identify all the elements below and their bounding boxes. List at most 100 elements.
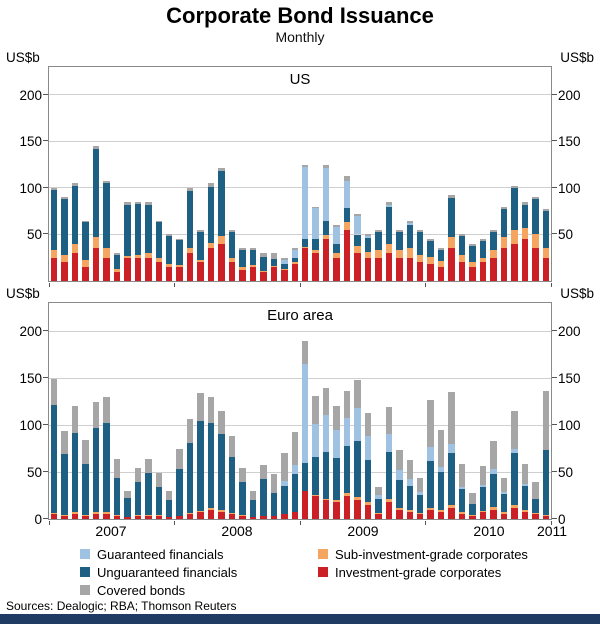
bar-segment <box>437 429 445 468</box>
bar-segment <box>343 222 351 230</box>
bar-segment <box>364 504 372 519</box>
bar-segment <box>92 401 100 428</box>
bar-segment <box>354 234 361 246</box>
bar-segment <box>249 500 257 518</box>
bar-segment <box>92 237 100 249</box>
bar-segment <box>239 468 246 483</box>
bar-segment <box>145 253 152 258</box>
bar-segment <box>417 477 424 492</box>
y-tick-mark <box>552 233 557 235</box>
bar-segment <box>500 493 508 513</box>
bar-segment <box>322 500 330 519</box>
bar-segment <box>207 509 215 519</box>
bar-segment <box>113 271 121 281</box>
bar-segment <box>186 514 194 519</box>
x-tick-label: 2008 <box>221 523 253 539</box>
bar-segment <box>312 250 319 254</box>
y-tick-mark <box>43 233 48 235</box>
bar-segment <box>270 253 278 259</box>
bar-segment <box>239 515 246 517</box>
bar-segment <box>511 411 518 449</box>
bar-segment <box>479 257 487 263</box>
bar-segment <box>532 482 539 500</box>
bar-segment <box>103 514 110 519</box>
legend-swatch-guaranteed-financials <box>80 549 90 559</box>
bar-segment <box>542 257 549 281</box>
bar-segment <box>197 421 204 511</box>
bar-segment <box>239 267 246 270</box>
bar-segment <box>427 446 434 461</box>
bar-segment <box>61 516 68 519</box>
bar-segment <box>134 254 142 258</box>
bar-segment <box>103 183 110 249</box>
bar-segment <box>343 391 351 418</box>
legend-label: Guaranteed financials <box>97 546 224 562</box>
bar-segment <box>207 423 215 508</box>
y-tick-label: 100 <box>558 418 581 434</box>
bar-segment <box>448 248 455 281</box>
bar-segment <box>166 236 173 265</box>
bar-segment <box>427 264 434 281</box>
bar-segment <box>322 221 330 236</box>
bar-segment <box>521 227 529 240</box>
bar-segment <box>197 511 204 519</box>
bar-segment <box>354 253 361 281</box>
bar-segment <box>312 395 319 425</box>
bar-segment <box>228 457 236 514</box>
y-tick-label: 50 <box>558 227 574 243</box>
axis-unit-label: US$b <box>6 50 40 65</box>
bar-segment <box>71 432 79 513</box>
bar-segment <box>249 248 257 251</box>
bar-segment <box>301 248 309 281</box>
bar-segment <box>437 261 445 268</box>
y-tick-mark <box>552 377 557 379</box>
bar-segment <box>291 473 298 512</box>
bar-segment <box>92 248 100 281</box>
bar-segment <box>218 171 225 237</box>
bar-segment <box>343 180 351 209</box>
bar-segment <box>532 513 539 515</box>
bar-segment <box>511 453 518 505</box>
bar-segment <box>134 482 142 516</box>
bar-segment <box>113 253 121 255</box>
bar-segment <box>155 515 163 517</box>
bar-segment <box>385 499 393 503</box>
bar-segment <box>113 515 121 517</box>
x-tick-label: 2010 <box>473 523 505 539</box>
bar-segment <box>92 148 100 238</box>
gridline <box>49 330 551 332</box>
bar-segment <box>406 223 414 226</box>
bar-segment <box>260 256 267 271</box>
x-tick-mark <box>299 283 301 287</box>
bar-segment <box>218 434 225 510</box>
bar-segment <box>291 464 298 474</box>
bar-segment <box>354 500 361 519</box>
bar-segment <box>228 229 236 232</box>
x-tick-mark <box>48 283 50 287</box>
bar-segment <box>490 509 497 519</box>
bar-segment <box>82 222 89 260</box>
y-tick-mark <box>43 471 48 473</box>
y-tick-mark <box>552 186 557 188</box>
bar-segment <box>186 253 194 281</box>
bar-segment <box>197 229 204 232</box>
bar-segment <box>490 250 497 258</box>
y-tick-label: 200 <box>558 87 581 103</box>
legend-swatch-investment-grade <box>318 567 328 577</box>
bar-segment <box>469 503 476 516</box>
bar-segment <box>364 459 372 503</box>
bar-segment <box>228 231 236 258</box>
bar-segment <box>197 259 204 263</box>
bar-segment <box>396 250 403 258</box>
bar-segment <box>354 214 361 216</box>
bar-segment <box>239 248 246 251</box>
bar-segment <box>155 222 163 258</box>
bar-segment <box>511 507 518 519</box>
bar-segment <box>134 516 142 519</box>
bar-segment <box>375 250 382 258</box>
bar-segment <box>270 516 278 519</box>
bar-segment <box>396 509 403 519</box>
bar-segment <box>218 236 225 244</box>
bar-segment <box>417 254 424 263</box>
bar-segment <box>61 197 68 200</box>
